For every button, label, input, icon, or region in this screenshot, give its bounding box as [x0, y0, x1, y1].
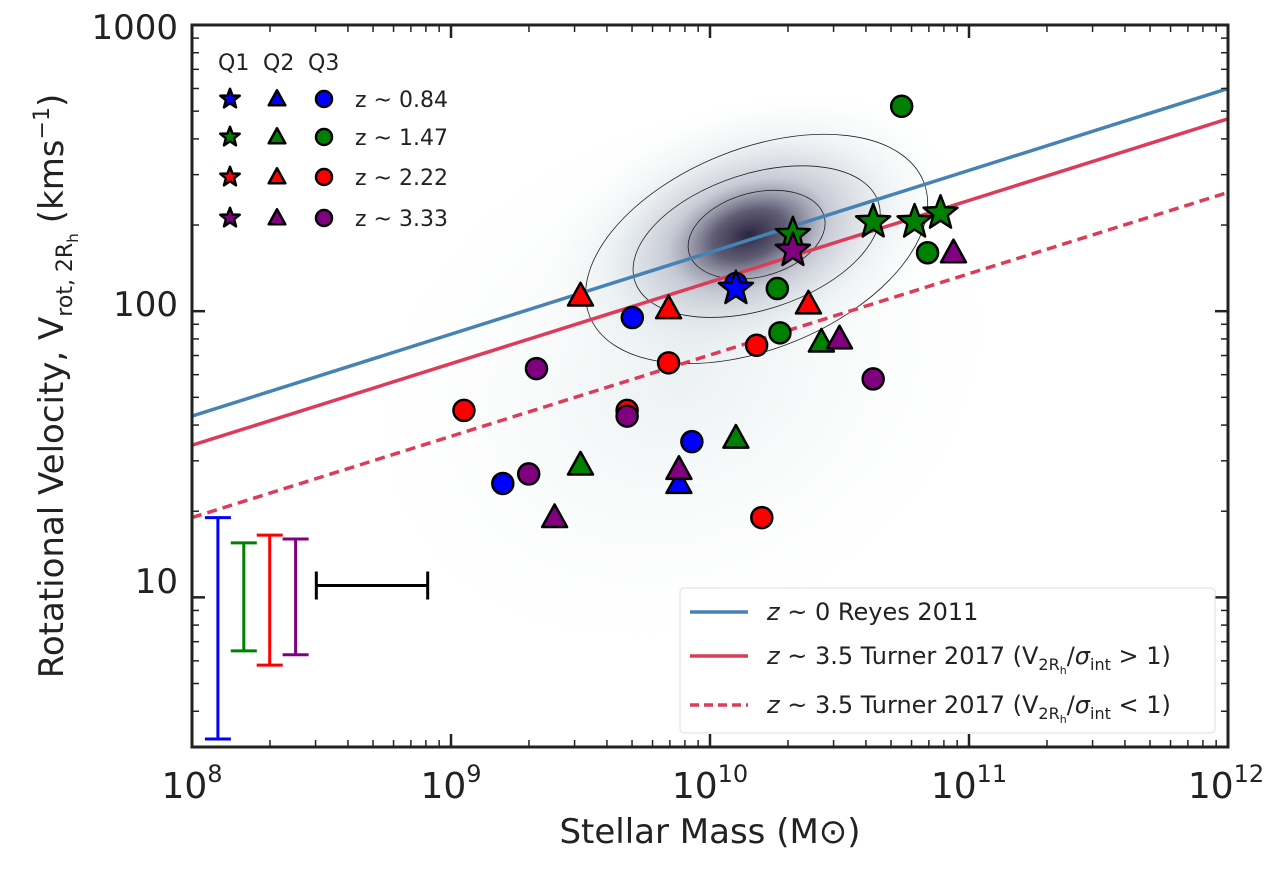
density-contour-outer: [585, 133, 929, 364]
legend-circle-marker: [314, 127, 334, 147]
data-point-circle: [750, 505, 774, 530]
data-point-triangle: [722, 423, 750, 449]
legend-circle-marker: [314, 208, 334, 228]
data-point-triangle: [566, 450, 595, 476]
data-point-circle: [620, 305, 645, 330]
legend-star-marker: [219, 206, 241, 228]
legend-star-marker: [219, 165, 241, 187]
legend-triangle-marker: [267, 208, 287, 226]
legend-header-q2: Q2: [263, 51, 294, 76]
axis-ticks: [190, 23, 1228, 748]
y-tick-labels: 10 100 1000: [91, 8, 178, 602]
legend-header-q3: Q3: [308, 51, 339, 76]
x-tick-labels: 108 109 1010 1011 1012: [161, 760, 1264, 807]
y-tick-label: 1000: [91, 8, 178, 48]
error-bars: [204, 516, 430, 741]
data-point-triangle: [825, 324, 854, 350]
data-point-triangle: [939, 238, 968, 264]
legend-label-z333: z ~ 3.33: [355, 207, 448, 232]
legend-triangle-marker: [267, 167, 287, 185]
density-core: [546, 93, 952, 377]
data-point-star: [717, 269, 755, 305]
data-point-triangle: [665, 455, 693, 481]
data-point-triangle: [654, 294, 683, 320]
legend-label-z222: z ~ 2.22: [355, 166, 448, 191]
x-axis-title: Stellar Mass (M⊙): [559, 812, 860, 852]
legend-label-z147: z ~ 1.47: [355, 126, 448, 151]
y-tick-label: 10: [135, 562, 178, 602]
legend-header-q1: Q1: [218, 51, 249, 76]
legend-markers: [219, 87, 334, 228]
data-point-circle: [656, 351, 681, 375]
legend-label-z084: z ~ 0.84: [355, 88, 448, 113]
data-point-triangle: [665, 469, 693, 495]
data-point-star: [896, 202, 933, 238]
legend-text-reyes: z ~ 0 Reyes 2011: [766, 598, 978, 626]
model-line-1: [192, 117, 1228, 447]
data-point-circle: [452, 398, 476, 423]
line-legend-box: [679, 587, 1216, 734]
legend-triangle-marker: [267, 127, 287, 145]
x-tick-label: 108: [161, 760, 222, 807]
legend-circle-marker: [314, 89, 334, 109]
data-point-triangle: [794, 289, 823, 315]
data-point-star: [774, 231, 812, 267]
legend-text-turner-dashed: z ~ 3.5 Turner 2017 (V2Rh/σint < 1): [766, 691, 1171, 726]
data-point-circle: [915, 241, 940, 265]
x-tick-label: 109: [420, 760, 481, 807]
data-point-circle: [744, 333, 769, 358]
model-line-0: [192, 86, 1228, 418]
data-point-circle: [524, 356, 549, 381]
x-tick-label: 1010: [672, 760, 748, 807]
y-axis-title: Rotational Velocity, Vrot, 2Rh(kms−1): [30, 94, 82, 678]
x-tick-label: 1011: [931, 760, 1007, 807]
model-lines: [192, 86, 1228, 520]
data-point-circle: [889, 94, 914, 119]
data-point-circle: [768, 321, 792, 345]
line-legend: z ~ 0 Reyes 2011 z ~ 3.5 Turner 2017 (V2…: [679, 587, 1216, 734]
data-point-circle: [765, 276, 790, 301]
legend-star-marker: [219, 125, 241, 147]
data-point-star: [854, 202, 892, 238]
marker-legend: Q1 Q2 Q3 z ~ 0.84 z ~ 1.47 z ~ 2.22 z ~ …: [218, 51, 448, 232]
data-point-circle: [516, 462, 541, 486]
legend-star-marker: [219, 87, 241, 109]
data-points: [452, 94, 968, 530]
density-map: [368, 93, 1001, 652]
x-tick-label: 1012: [1188, 760, 1264, 807]
data-point-triangle: [540, 503, 569, 529]
data-point-triangle: [566, 281, 595, 307]
data-point-circle: [491, 471, 515, 496]
data-point-star: [922, 194, 959, 229]
model-line-2: [192, 190, 1228, 520]
legend-triangle-marker: [267, 89, 287, 107]
data-point-circle: [680, 429, 704, 454]
legend-circle-marker: [314, 167, 334, 187]
data-point-circle: [861, 367, 885, 391]
legend-text-turner-solid: z ~ 3.5 Turner 2017 (V2Rh/σint > 1): [766, 642, 1171, 677]
density-contour-middle: [632, 165, 881, 318]
data-point-circle: [615, 404, 639, 428]
y-tick-label: 100: [113, 285, 178, 325]
